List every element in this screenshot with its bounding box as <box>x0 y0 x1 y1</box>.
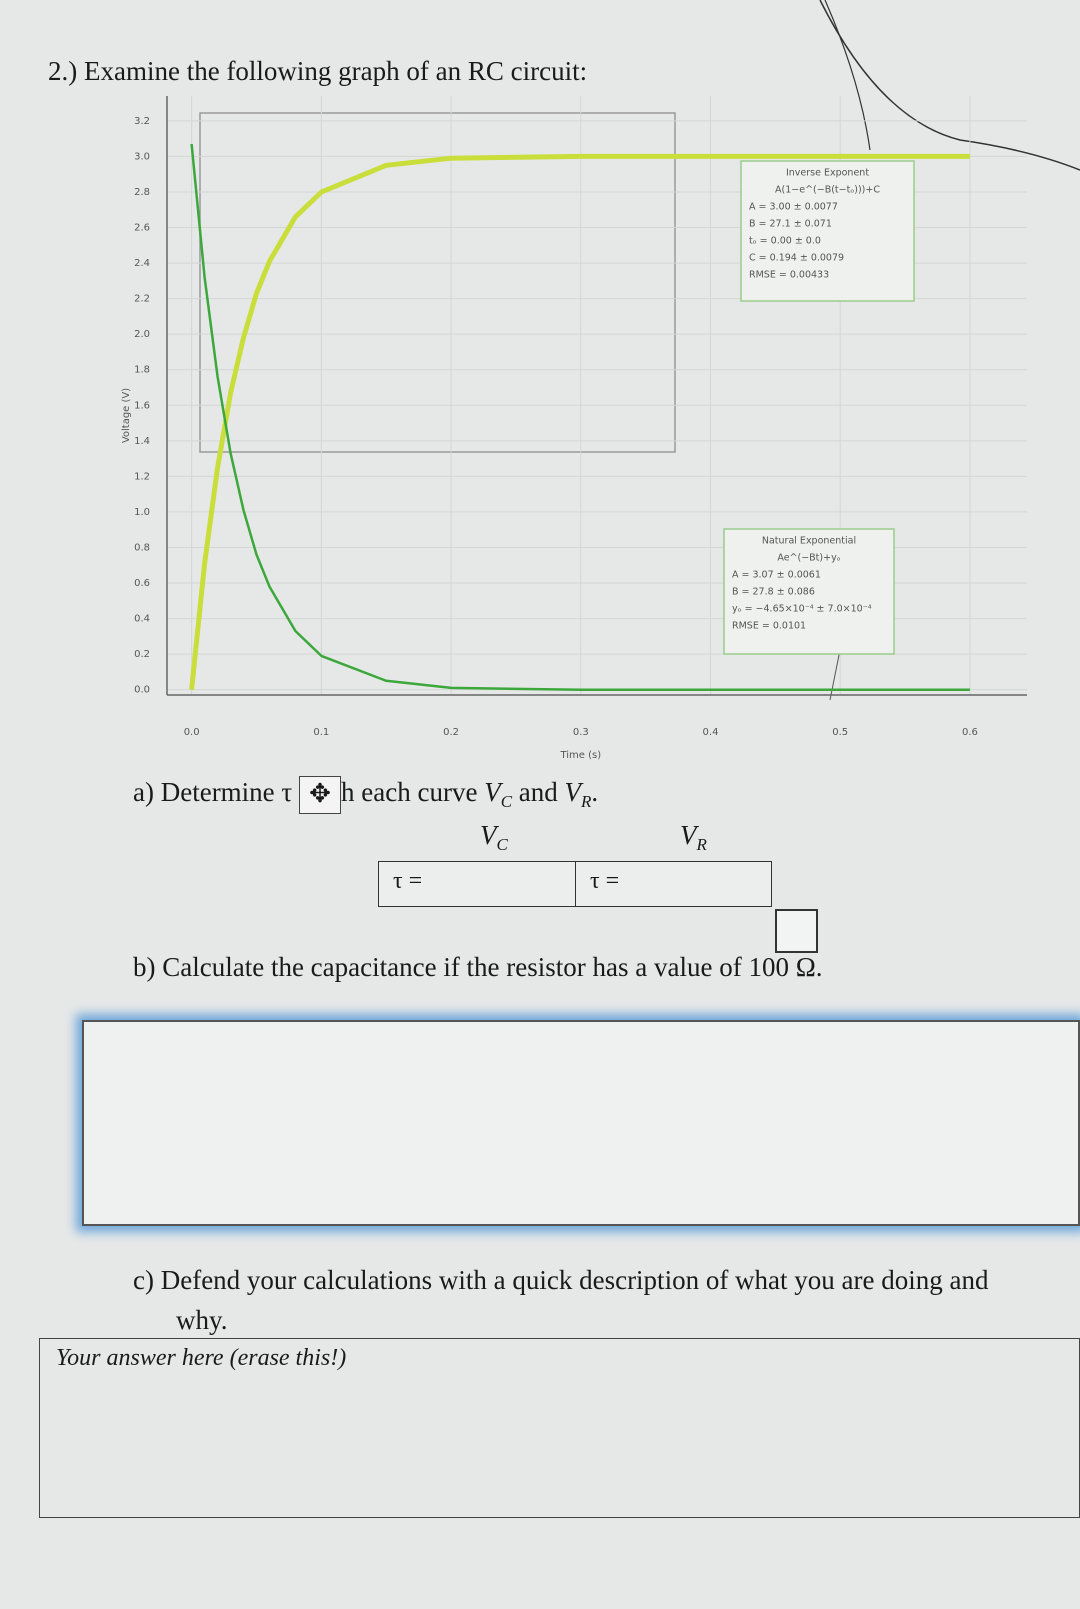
pen-stroke <box>824 0 871 151</box>
col-head: VC <box>480 820 508 854</box>
y-tick-label: 2.4 <box>134 258 150 269</box>
fit-text: RMSE = 0.0101 <box>732 621 806 632</box>
question-b: b) Calculate the capacitance if the resi… <box>133 952 823 982</box>
y-tick-label: 1.6 <box>134 400 150 411</box>
var: V <box>480 820 497 850</box>
y-tick-label: 1.8 <box>134 365 150 376</box>
selection-rect <box>199 112 676 453</box>
y-tick-label: 2.6 <box>134 223 150 234</box>
checkbox[interactable] <box>775 909 818 953</box>
fit-text: Natural Exponential <box>762 536 856 547</box>
y-tick-label: 0.2 <box>134 649 150 660</box>
answer-box[interactable]: Your answer here (erase this!) <box>39 1338 1080 1518</box>
fit-text: A = 3.00 ± 0.0077 <box>749 202 838 213</box>
pen-stroke <box>829 649 841 701</box>
y-tick-label: 3.2 <box>134 116 150 127</box>
x-axis-label: Time (s) <box>559 750 601 761</box>
series-line <box>190 143 970 691</box>
fit-box <box>723 528 895 655</box>
fit-text: tₒ = 0.00 ± 0.0 <box>749 236 821 247</box>
y-tick-label: 3.0 <box>134 151 150 162</box>
cell[interactable]: τ = <box>575 861 772 907</box>
x-tick-label: 0.2 <box>443 727 459 738</box>
y-tick-label: 0.4 <box>134 614 150 625</box>
cell-text: τ = <box>393 868 423 894</box>
y-axis-label: Voltage (V) <box>121 388 132 443</box>
y-tick-label: 1.4 <box>134 436 150 447</box>
question-a: a) Determine τ ✥ h each curve VC and VR. <box>133 776 598 814</box>
cell[interactable]: τ = <box>378 861 576 907</box>
question-c: c) Defend your calculations with a quick… <box>133 1265 989 1295</box>
fit-text: A(1−e^(−B(t−tₒ)))+C <box>775 185 880 196</box>
y-tick-label: 0.6 <box>134 578 150 589</box>
y-tick-label: 0.0 <box>134 685 150 696</box>
chart: 0.0 0.2 0.4 0.6 0.8 1.0 1.2 1.4 1.6 1.8 2.0 2.2 2.4 2… <box>121 0 1080 761</box>
answer-box[interactable] <box>82 1020 1080 1226</box>
text: a) Determine τ <box>133 777 293 808</box>
question-c: why. <box>176 1305 228 1335</box>
x-tick-label: 0.3 <box>573 727 589 738</box>
sub: R <box>581 792 592 812</box>
var: V <box>484 777 501 808</box>
x-tick-label: 0.5 <box>832 727 848 738</box>
placeholder: Your answer here (erase this!) <box>56 1345 347 1371</box>
y-tick-label: 2.8 <box>134 187 150 198</box>
y-tick-label: 2.2 <box>134 294 150 305</box>
title: 2.) Examine the following graph of an RC… <box>48 56 588 86</box>
fit-text: RMSE = 0.00433 <box>749 270 829 281</box>
fit-text: Ae^(−Bt)+yₒ <box>777 553 840 564</box>
sub: C <box>500 792 513 812</box>
x-tick-label: 0.0 <box>184 727 200 738</box>
cell-text: τ = <box>590 868 620 894</box>
fit-text: B = 27.8 ± 0.086 <box>732 587 815 598</box>
y-tick-label: 2.0 <box>134 329 150 340</box>
sub: C <box>496 835 508 854</box>
y-tick-label: 1.0 <box>134 507 150 518</box>
series-line <box>189 153 970 690</box>
fit-text: yₒ = −4.65×10⁻⁴ ± 7.0×10⁻⁴ <box>732 604 872 615</box>
fit-text: B = 27.1 ± 0.071 <box>749 219 832 230</box>
move-icon[interactable]: ✥ <box>299 776 342 814</box>
y-tick-label: 1.2 <box>134 471 150 482</box>
col-head: VR <box>680 820 707 854</box>
sub: R <box>696 835 707 854</box>
fit-box <box>740 160 915 302</box>
text: h each curve <box>341 777 478 808</box>
fit-text: Inverse Exponent <box>786 168 869 179</box>
fit-text: C = 0.194 ± 0.0079 <box>749 253 844 264</box>
x-tick-label: 0.1 <box>313 727 329 738</box>
x-tick-label: 0.4 <box>703 727 719 738</box>
text: . <box>591 777 599 808</box>
pen-stroke <box>819 0 1080 171</box>
var: V <box>680 820 697 850</box>
var: V <box>564 777 582 808</box>
x-tick-label: 0.6 <box>962 727 978 738</box>
text: and <box>518 777 558 808</box>
fit-text: A = 3.07 ± 0.0061 <box>732 570 821 581</box>
y-tick-label: 0.8 <box>134 542 150 553</box>
grid <box>167 96 1027 695</box>
